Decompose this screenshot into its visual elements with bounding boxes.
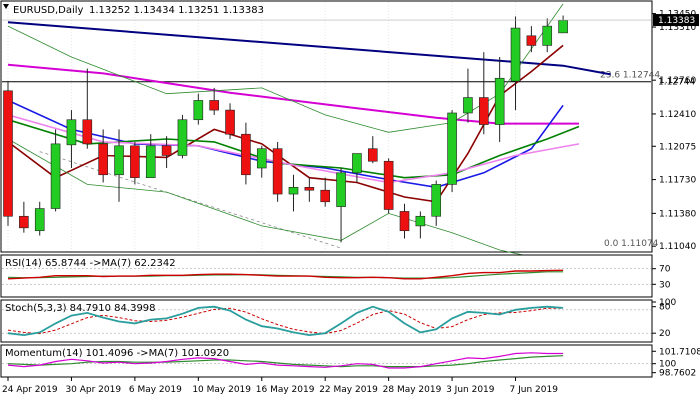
price-tick-label: 1.12760 — [659, 76, 696, 86]
price-tick-label: 1.12075 — [659, 142, 696, 152]
candle-bull — [463, 97, 473, 114]
pane-triangle-icon — [3, 4, 9, 9]
candle-bull — [352, 153, 362, 174]
moving-average-line — [7, 99, 564, 189]
pane-tick-label: 101.7108 — [659, 347, 700, 357]
trend-line — [39, 151, 342, 249]
candle-bear — [161, 145, 172, 156]
date-tick-label: 28 May 2019 — [383, 385, 442, 395]
price-tick-label: 1.12744 — [658, 78, 695, 88]
candle-bear — [130, 145, 140, 178]
price-axis: 1.134501.133101.127441.127601.124101.120… — [2, 10, 699, 252]
fib-label-23-6: 23.6 1.12744 — [600, 71, 660, 81]
fib-label-0-0: 0.0 1.11074 — [604, 239, 659, 249]
candle-bull — [256, 148, 267, 169]
rsi-label: RSI(14) 65.8744 ->MA(7) 62.2342 — [5, 258, 176, 269]
momentum-label: Momentum(14) 101.4096 ->MA(7) 101.0920 — [5, 348, 229, 359]
candle-bull — [510, 27, 521, 82]
candle-bear — [399, 211, 410, 232]
fibonacci-levels: 23.6 1.12744 0.0 1.11074 — [2, 71, 660, 249]
candle-bear — [19, 215, 29, 229]
candle-bull — [431, 184, 442, 217]
candle-bull — [336, 172, 346, 207]
stoch-label: Stoch(5,3,3) 84.7910 84.3998 — [5, 303, 156, 314]
pane-tick-label: 20 — [659, 329, 671, 339]
candle-bear — [304, 187, 315, 191]
date-tick-label: 3 Jun 2019 — [446, 385, 495, 395]
momentum-ma-line — [7, 355, 564, 368]
date-tick-label: 10 May 2019 — [192, 385, 251, 395]
pane-tick-label: 98.7602 — [659, 369, 696, 379]
candle-bear — [209, 100, 219, 111]
candle-bull — [288, 187, 299, 195]
candle-bull — [34, 208, 45, 232]
candle-bull — [145, 145, 156, 178]
rsi-line — [7, 269, 564, 280]
candle-bull — [114, 145, 124, 176]
date-axis: 24 Apr 2019 30 Apr 2019 6 May 2019 10 May 2… — [2, 377, 558, 395]
price-tick-label: 1.13310 — [659, 23, 696, 33]
momentum-line — [7, 352, 564, 369]
price-tick-label: 1.11380 — [659, 209, 696, 219]
date-tick-label: 6 May 2019 — [129, 385, 182, 395]
moving-average-line — [7, 21, 611, 76]
main-pane-frame — [0, 0, 653, 253]
candle-bull — [50, 143, 61, 209]
candle-bear — [367, 148, 378, 162]
pane-tick-label: 30 — [659, 280, 671, 290]
candle-bull — [177, 119, 188, 156]
candle-bear — [383, 160, 394, 210]
price-tick-label: 1.12410 — [659, 110, 696, 120]
candle-bear — [241, 133, 251, 176]
date-tick-label: 22 May 2019 — [319, 385, 378, 395]
candle-bear — [98, 143, 108, 176]
stoch-k-line — [7, 305, 564, 337]
date-tick-label: 24 Apr 2019 — [2, 385, 58, 395]
pane-tick-label: 100 — [659, 360, 676, 370]
last-price-box — [653, 14, 699, 27]
candle-bull — [494, 77, 505, 125]
moving-average-line — [7, 44, 564, 203]
candle-bear — [272, 148, 283, 195]
pane-tick-label: 70 — [659, 265, 671, 275]
pane-tick-label: 100 — [659, 298, 676, 308]
price-tick-label: 1.11040 — [659, 242, 696, 252]
candle-bear — [526, 35, 537, 46]
stoch-d-line — [7, 307, 564, 335]
candle-bull — [193, 100, 204, 121]
price-tick-label: 1.11730 — [659, 176, 696, 186]
date-tick-label: 7 Jun 2019 — [510, 385, 559, 395]
candle-bear — [3, 90, 13, 217]
candle-bull — [558, 20, 568, 34]
candle-bull — [542, 25, 553, 46]
last-price-label: 1.13383 — [658, 16, 695, 26]
candle-bull — [415, 215, 426, 227]
candle-bear — [225, 109, 235, 135]
date-tick-label: 16 May 2019 — [256, 385, 315, 395]
date-tick-label: 30 Apr 2019 — [65, 385, 121, 395]
pane-tick-label: 80 — [659, 303, 671, 313]
candle-bull — [66, 119, 77, 146]
candle-bull — [447, 112, 457, 185]
candle-bear — [82, 119, 93, 145]
ohlc-header: 1.13252 1.13434 1.13251 1.13383 — [89, 5, 264, 16]
symbol-header: EURUSD,Daily — [13, 5, 84, 16]
candlesticks — [3, 15, 568, 243]
candle-bear — [320, 189, 331, 203]
candle-bear — [478, 97, 489, 125]
rsi-pane: 70 30 — [2, 265, 671, 290]
